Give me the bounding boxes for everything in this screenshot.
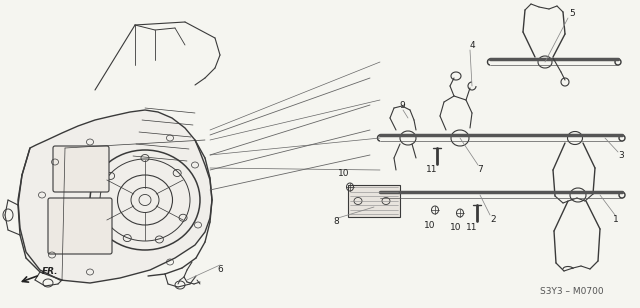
Text: 3: 3 xyxy=(618,151,624,160)
Text: 4: 4 xyxy=(469,42,475,51)
Text: 8: 8 xyxy=(333,217,339,226)
Text: 11: 11 xyxy=(467,222,477,232)
Text: 5: 5 xyxy=(569,10,575,18)
Text: 1: 1 xyxy=(613,216,619,225)
Text: 11: 11 xyxy=(426,165,438,175)
Text: 9: 9 xyxy=(399,102,405,111)
Text: S3Y3 – M0700: S3Y3 – M0700 xyxy=(540,287,604,297)
FancyBboxPatch shape xyxy=(53,146,109,192)
Text: 10: 10 xyxy=(339,168,349,177)
Text: 2: 2 xyxy=(490,214,496,224)
Text: FR.: FR. xyxy=(42,268,58,277)
Polygon shape xyxy=(18,110,212,283)
Text: 6: 6 xyxy=(217,265,223,274)
Text: 10: 10 xyxy=(424,221,436,229)
Polygon shape xyxy=(348,185,400,217)
Text: 7: 7 xyxy=(477,165,483,175)
FancyBboxPatch shape xyxy=(48,198,112,254)
Text: 10: 10 xyxy=(451,224,461,233)
